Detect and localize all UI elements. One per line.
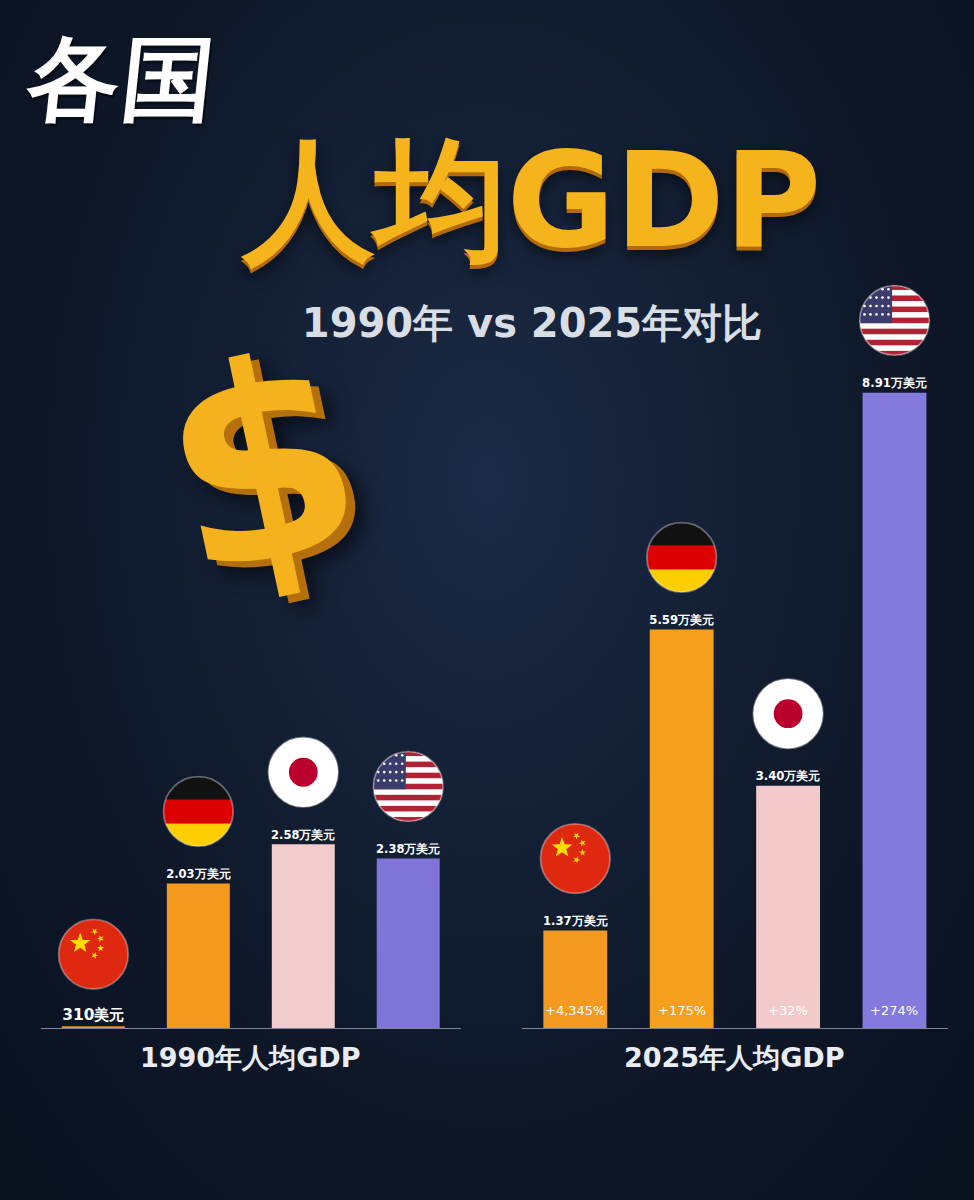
- svg-text:+274%: +274%: [870, 1003, 918, 1018]
- svg-text:+175%: +175%: [658, 1003, 706, 1018]
- html-text:人均GDP: 人均GDP: [242, 123, 822, 277]
- svg-text:+32%: +32%: [768, 1003, 808, 1018]
- html-text:各国: 各国: [22, 25, 222, 133]
- svg-text:3.40万美元: 3.40万美元: [756, 769, 821, 783]
- svg-text:1.37万美元: 1.37万美元: [543, 914, 608, 928]
- svg-text:1990年人均GDP: 1990年人均GDP: [140, 1042, 361, 1073]
- svg-text:5.59万美元: 5.59万美元: [649, 613, 714, 627]
- svg-text:2.58万美元: 2.58万美元: [271, 828, 335, 842]
- html-text:1990年 vs 2025年对比: 1990年 vs 2025年对比: [301, 300, 763, 346]
- svg-text:310美元: 310美元: [62, 1006, 124, 1024]
- svg-text:+4,345%: +4,345%: [545, 1003, 605, 1018]
- svg-text:2.38万美元: 2.38万美元: [376, 842, 440, 856]
- svg-text:8.91万美元: 8.91万美元: [862, 376, 927, 390]
- svg-text:2.03万美元: 2.03万美元: [166, 867, 230, 881]
- svg-text:2025年人均GDP: 2025年人均GDP: [624, 1042, 845, 1073]
